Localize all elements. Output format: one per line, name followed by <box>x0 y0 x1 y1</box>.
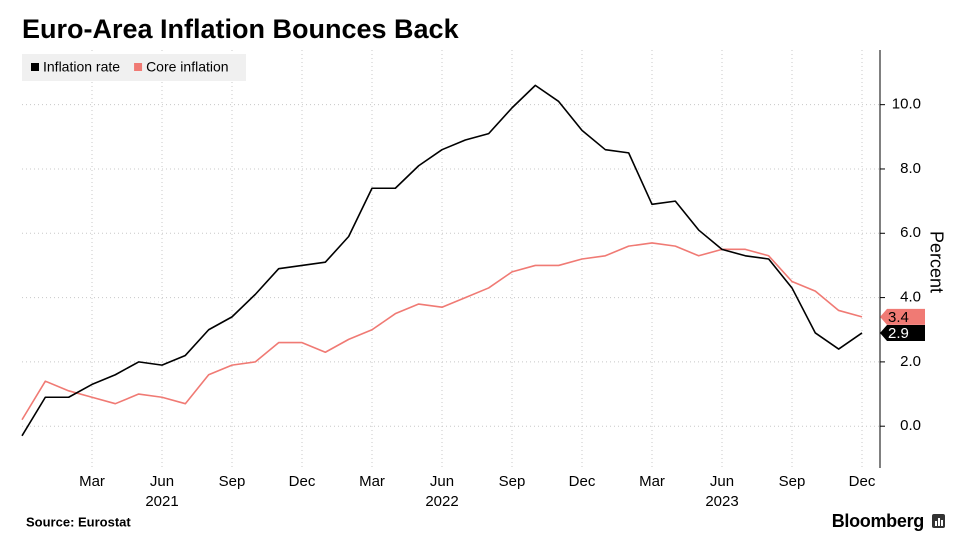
y-tick-label: 0.0 <box>900 417 921 434</box>
x-tick-label: Mar <box>639 473 665 490</box>
x-year-label: 2023 <box>705 493 738 510</box>
x-year-label: 2022 <box>425 493 458 510</box>
legend-swatch <box>31 63 39 71</box>
y-tick-label: 4.0 <box>900 289 921 306</box>
legend-box <box>22 54 246 81</box>
chart-title: Euro-Area Inflation Bounces Back <box>22 14 460 44</box>
y-tick-label: 6.0 <box>900 224 921 241</box>
brand: Bloomberg <box>832 511 924 531</box>
x-tick-label: Sep <box>499 473 526 490</box>
x-tick-label: Dec <box>289 473 316 490</box>
lines <box>21 84 863 437</box>
x-tick-label: Sep <box>219 473 246 490</box>
x-tick-label: Jun <box>430 473 454 490</box>
legend-swatch <box>134 63 143 71</box>
labels: 0.0 2.0 4.0 6.0 8.0 10.0 Percent Mar Jun Sep Dec Ma… <box>22 54 946 510</box>
x-tick-label: Dec <box>849 473 876 490</box>
x-tick-label: Mar <box>79 473 105 490</box>
y-axis-label: Percent <box>926 231 946 293</box>
y-tick-label: 2.0 <box>900 353 921 370</box>
x-tick-label: Dec <box>569 473 596 490</box>
x-tick-label: Jun <box>150 473 174 490</box>
end-value-tag <box>880 324 925 341</box>
end-value-label: 3.4 <box>888 309 909 326</box>
grid <box>22 50 885 468</box>
legend-label: Core inflation <box>146 59 229 75</box>
x-tick-label: Mar <box>359 473 385 490</box>
legend-label: Inflation rate <box>43 59 120 75</box>
x-year-label: 2021 <box>145 493 178 510</box>
x-tick-label: Sep <box>779 473 806 490</box>
series-line <box>21 84 863 437</box>
y-tick-label: 8.0 <box>900 160 921 177</box>
end-value-label: 2.9 <box>888 325 909 342</box>
series-line <box>21 242 863 421</box>
y-tick-label: 10.0 <box>892 96 921 113</box>
x-tick-label: Jun <box>710 473 734 490</box>
brand-icon <box>932 514 945 528</box>
end-value-tag <box>880 308 925 325</box>
source: Source: Eurostat <box>26 514 131 529</box>
